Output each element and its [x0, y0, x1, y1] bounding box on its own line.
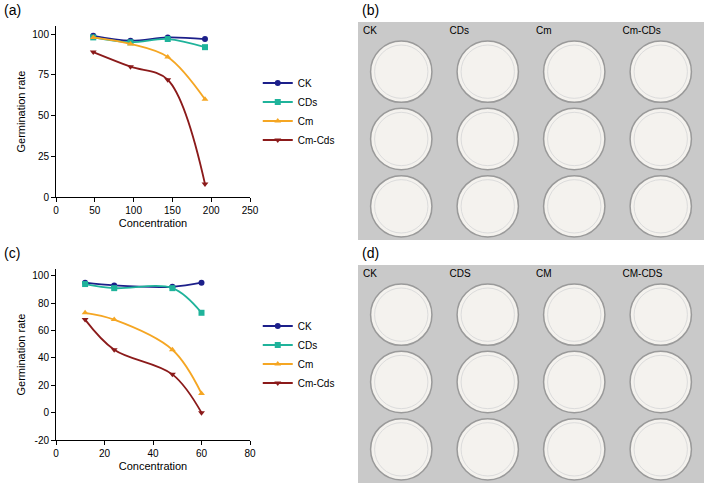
- svg-text:60: 60: [38, 325, 50, 336]
- svg-text:Cm: Cm: [298, 116, 314, 127]
- svg-text:Germination rate: Germination rate: [15, 71, 27, 153]
- svg-text:Concentration: Concentration: [119, 460, 188, 472]
- html-text:(c): (c): [4, 245, 21, 261]
- svg-text:CK: CK: [363, 25, 377, 36]
- svg-text:CK: CK: [298, 78, 312, 89]
- html-text:(a): (a): [4, 2, 22, 18]
- svg-text:200: 200: [203, 205, 220, 216]
- svg-text:100: 100: [32, 29, 49, 40]
- svg-text:Concentration: Concentration: [119, 217, 188, 229]
- svg-text:CK: CK: [298, 321, 312, 332]
- svg-text:Cm-Cds: Cm-Cds: [298, 378, 335, 389]
- svg-text:Cm: Cm: [536, 25, 552, 36]
- svg-text:CM-CDS: CM-CDS: [623, 268, 663, 279]
- svg-text:40: 40: [147, 448, 159, 459]
- svg-text:0: 0: [43, 407, 49, 418]
- svg-text:50: 50: [38, 110, 50, 121]
- html-text:(d): (d): [362, 245, 380, 261]
- svg-text:CDs: CDs: [298, 97, 317, 108]
- svg-text:0: 0: [43, 192, 49, 203]
- svg-text:CM: CM: [536, 268, 552, 279]
- svg-text:250: 250: [242, 205, 259, 216]
- svg-text:Cm: Cm: [298, 359, 314, 370]
- svg-text:Cm-Cds: Cm-Cds: [298, 135, 335, 146]
- svg-text:CDs: CDs: [298, 340, 317, 351]
- svg-text:150: 150: [164, 205, 181, 216]
- svg-text:0: 0: [53, 448, 59, 459]
- svg-text:25: 25: [38, 151, 50, 162]
- svg-text:80: 80: [38, 298, 50, 309]
- svg-text:100: 100: [125, 205, 142, 216]
- svg-text:0: 0: [53, 205, 59, 216]
- svg-text:20: 20: [99, 448, 111, 459]
- svg-text:20: 20: [38, 380, 50, 391]
- svg-text:CDS: CDS: [450, 268, 471, 279]
- html-text:(b): (b): [362, 2, 380, 18]
- svg-text:60: 60: [196, 448, 208, 459]
- svg-text:50: 50: [89, 205, 101, 216]
- svg-text:40: 40: [38, 352, 50, 363]
- svg-text:Germination rate: Germination rate: [15, 314, 27, 396]
- svg-text:80: 80: [244, 448, 256, 459]
- svg-text:100: 100: [32, 270, 49, 281]
- svg-text:CDs: CDs: [450, 25, 469, 36]
- svg-text:75: 75: [38, 69, 50, 80]
- svg-text:-20: -20: [35, 435, 50, 446]
- svg-text:CK: CK: [363, 268, 377, 279]
- svg-text:Cm-CDs: Cm-CDs: [623, 25, 661, 36]
